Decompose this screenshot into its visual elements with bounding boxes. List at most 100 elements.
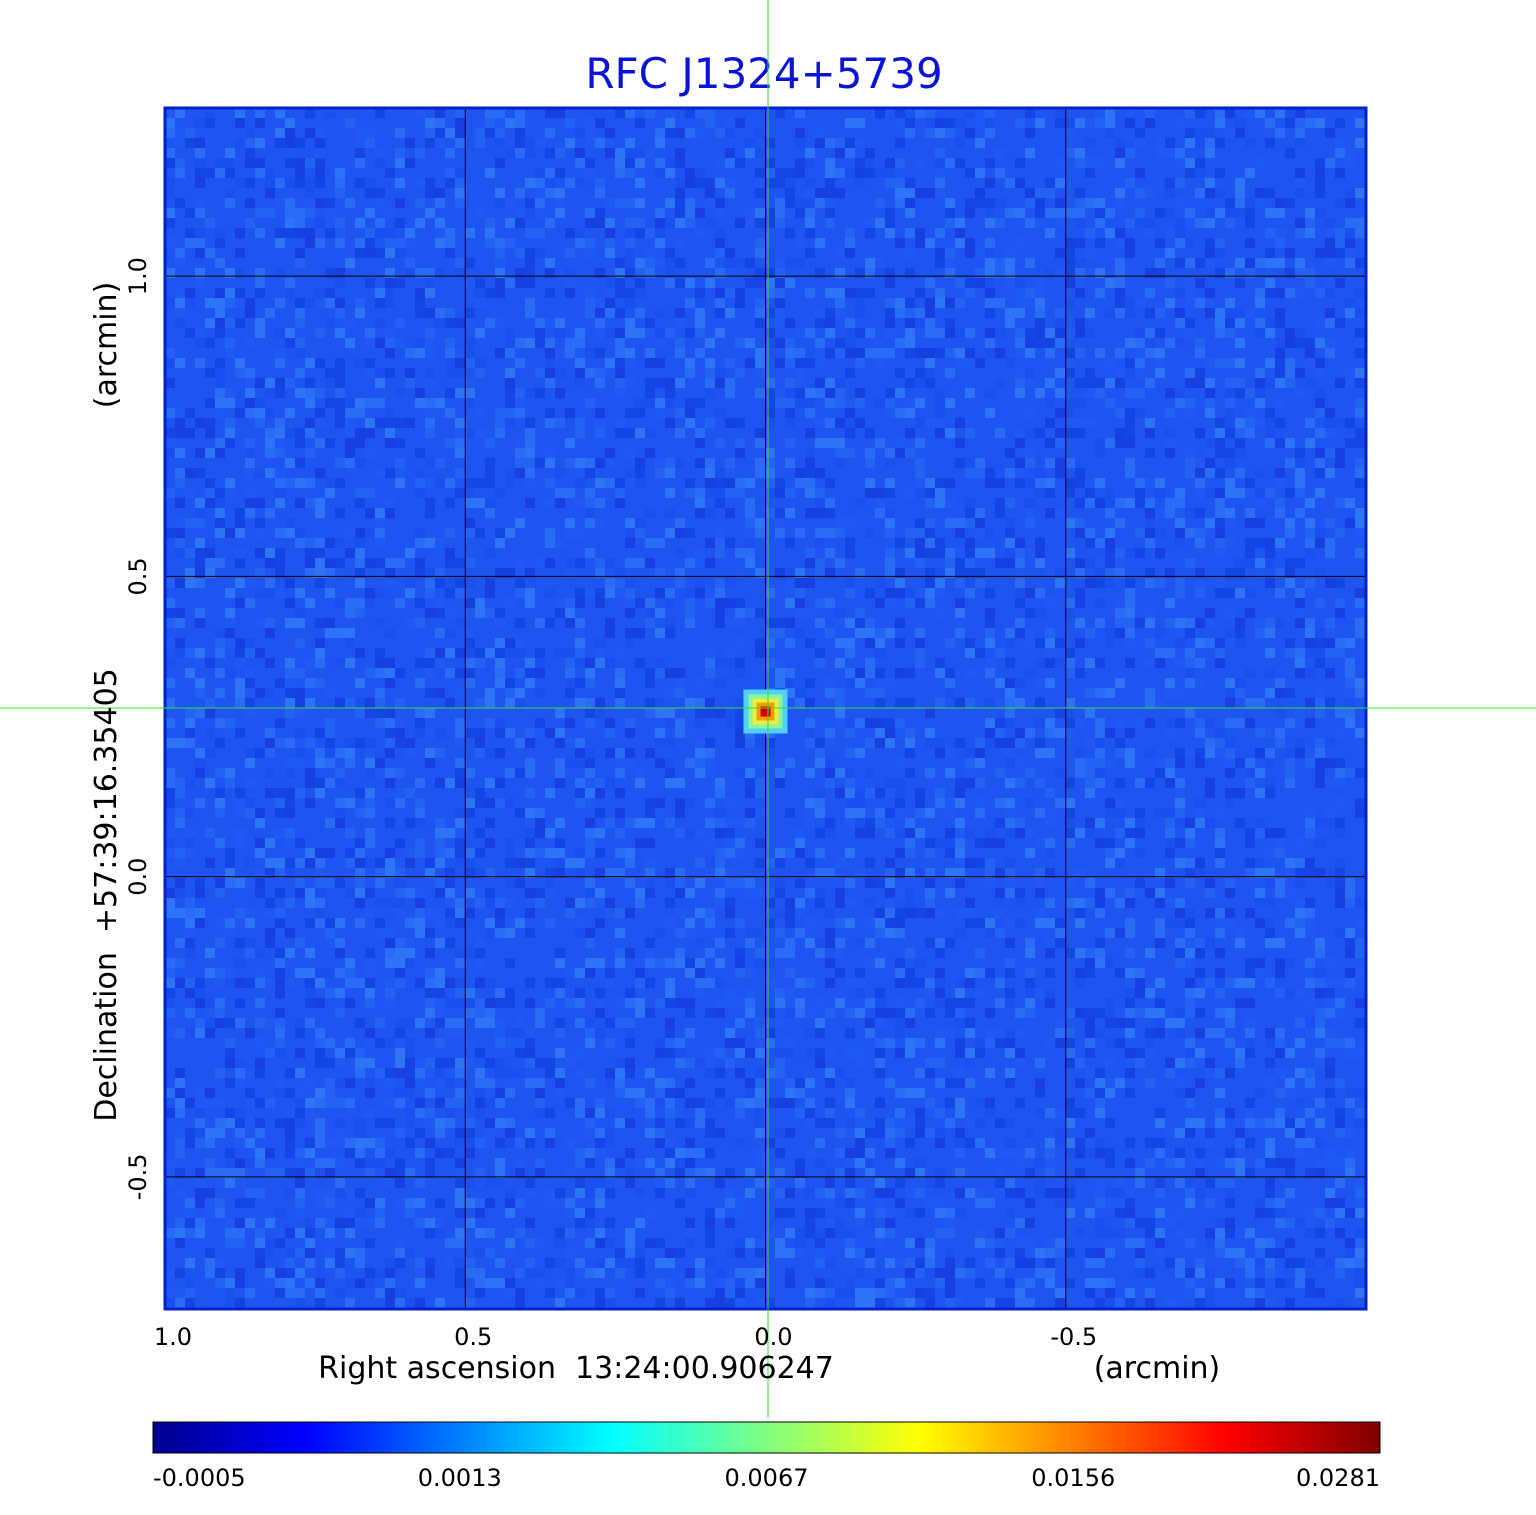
map-pixel [875, 908, 885, 918]
map-pixel [585, 818, 595, 828]
map-pixel [905, 528, 915, 538]
map-pixel [1045, 848, 1055, 858]
map-pixel [775, 388, 785, 398]
map-pixel [365, 968, 375, 978]
map-pixel [785, 618, 795, 628]
map-pixel [355, 868, 365, 878]
map-pixel [465, 478, 475, 488]
map-pixel [875, 1018, 885, 1028]
map-pixel [945, 518, 955, 528]
map-pixel [325, 438, 335, 448]
map-pixel [765, 508, 775, 518]
map-pixel [545, 178, 555, 188]
map-pixel [665, 1038, 675, 1048]
map-pixel [565, 178, 575, 188]
map-pixel [455, 958, 465, 968]
map-pixel [855, 748, 865, 758]
map-pixel [235, 1278, 245, 1288]
map-pixel [775, 988, 785, 998]
map-pixel [325, 218, 335, 228]
map-pixel [1085, 1248, 1095, 1258]
map-pixel [815, 538, 825, 548]
map-pixel [835, 1198, 845, 1208]
map-pixel [575, 868, 585, 878]
map-pixel [405, 268, 415, 278]
map-pixel [385, 678, 395, 688]
map-pixel [605, 228, 615, 238]
map-pixel [445, 888, 455, 898]
map-pixel [905, 128, 915, 138]
map-pixel [435, 1198, 445, 1208]
map-pixel [1065, 658, 1075, 668]
map-pixel [375, 468, 385, 478]
map-pixel [555, 598, 565, 608]
map-pixel [395, 898, 405, 908]
map-pixel [775, 1098, 785, 1108]
map-pixel [965, 898, 975, 908]
map-pixel [615, 258, 625, 268]
map-pixel [275, 328, 285, 338]
map-pixel [655, 168, 665, 178]
map-pixel [935, 1168, 945, 1178]
map-pixel [595, 188, 605, 198]
map-pixel [515, 338, 525, 348]
map-pixel [695, 1168, 705, 1178]
map-pixel [675, 308, 685, 318]
map-pixel [1035, 658, 1045, 668]
map-pixel [325, 1188, 335, 1198]
map-pixel [275, 718, 285, 728]
map-pixel [795, 898, 805, 908]
map-pixel [1085, 558, 1095, 568]
map-pixel [815, 508, 825, 518]
map-pixel [795, 128, 805, 138]
map-pixel [795, 528, 805, 538]
map-pixel [805, 1098, 815, 1108]
map-pixel [505, 1038, 515, 1048]
map-pixel [185, 488, 195, 498]
map-pixel [585, 468, 595, 478]
map-pixel [815, 648, 825, 658]
map-pixel [485, 868, 495, 878]
map-pixel [685, 588, 695, 598]
map-pixel [435, 728, 445, 738]
map-pixel [865, 348, 875, 358]
map-pixel [365, 758, 375, 768]
map-pixel [725, 1288, 735, 1298]
map-pixel [855, 158, 865, 168]
map-pixel [675, 1148, 685, 1158]
map-pixel [415, 448, 425, 458]
map-pixel [365, 448, 375, 458]
map-pixel [375, 298, 385, 308]
map-pixel [575, 798, 585, 808]
map-pixel [1015, 118, 1025, 128]
map-pixel [305, 568, 315, 578]
map-pixel [1055, 338, 1065, 348]
map-pixel [515, 188, 525, 198]
map-pixel [325, 568, 335, 578]
map-pixel [715, 608, 725, 618]
map-pixel [1085, 118, 1095, 128]
map-pixel [955, 138, 965, 148]
map-pixel [595, 428, 605, 438]
map-pixel [415, 398, 425, 408]
map-pixel [355, 1128, 365, 1138]
map-pixel [925, 188, 935, 198]
map-pixel [245, 148, 255, 158]
map-pixel [535, 1088, 545, 1098]
map-pixel [325, 848, 335, 858]
map-pixel [745, 1078, 755, 1088]
map-pixel [395, 1168, 405, 1178]
map-pixel [315, 1028, 325, 1038]
map-pixel [675, 688, 685, 698]
map-pixel [385, 978, 395, 988]
map-pixel [1075, 528, 1085, 538]
map-pixel [1055, 248, 1065, 258]
map-pixel [965, 548, 975, 558]
map-pixel [525, 1258, 535, 1268]
map-pixel [575, 358, 585, 368]
map-pixel [575, 378, 585, 388]
map-pixel [595, 458, 605, 468]
map-pixel [285, 708, 295, 718]
map-pixel [225, 878, 235, 888]
map-pixel [945, 838, 955, 848]
